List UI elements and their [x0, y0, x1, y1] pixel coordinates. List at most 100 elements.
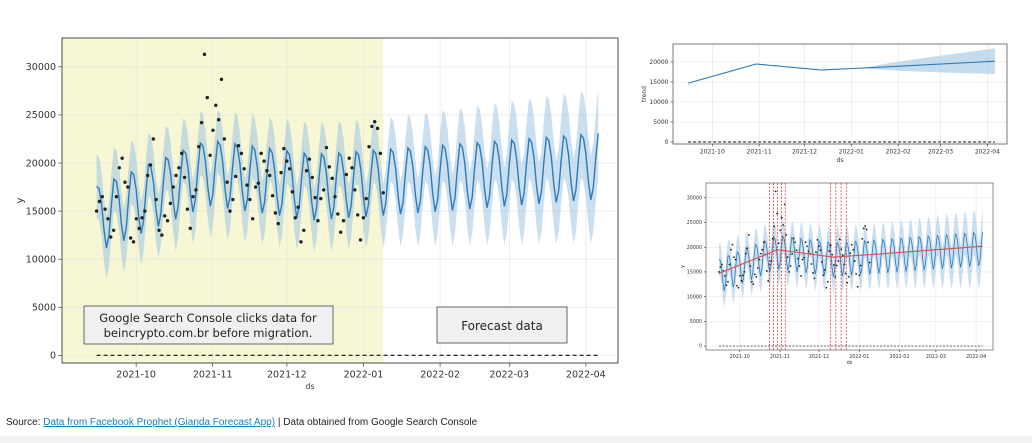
actual-point [375, 126, 380, 131]
changepoint-actual-point [725, 284, 728, 287]
actual-point [120, 156, 124, 160]
trend-x-label: ds [837, 157, 844, 164]
changepoint-actual-point [782, 224, 785, 226]
changepoint-actual-point [733, 256, 735, 259]
actual-point [347, 156, 351, 160]
actual-point [214, 103, 218, 108]
actual-point [302, 228, 306, 233]
actual-point [364, 196, 368, 201]
changepoint-actual-point [855, 273, 858, 275]
actual-point [100, 194, 104, 199]
changepoint-actual-point [823, 269, 826, 271]
annotation-forecast-text: Forecast data [461, 319, 543, 333]
x-tick-label: 2021-10 [730, 354, 750, 360]
actual-point [367, 144, 371, 149]
bottom-strip [0, 436, 1032, 443]
actual-point [106, 217, 110, 221]
changepoint-actual-point [862, 227, 865, 230]
y-tick-label: 20000 [649, 59, 668, 66]
y-tick-label: 0 [665, 139, 669, 146]
y-tick-label: 15000 [687, 270, 702, 276]
changepoint-actual-point [718, 271, 720, 273]
changepoint-actual-point [762, 241, 765, 244]
changepoint-actual-point [791, 253, 793, 256]
annotation-forecast: Forecast data [436, 306, 568, 344]
x-tick-label: 2021-10 [116, 370, 156, 381]
changepoint-actual-point [747, 233, 750, 236]
changepoint-actual-point [856, 285, 859, 288]
x-tick-label: 2021-11 [770, 354, 790, 360]
actual-point [248, 197, 252, 202]
changepoint-trend-line [718, 245, 983, 274]
actual-point [373, 119, 377, 124]
trend-y-label: trend [641, 86, 648, 102]
changepoint-actual-point [803, 256, 805, 259]
changepoint-actual-point [779, 229, 782, 232]
actual-point [145, 173, 150, 178]
trend-chart-group: 0 5000 10000 15000 20000 2021-10 2021-11 2021-1… [641, 43, 1008, 164]
actual-point [381, 191, 385, 195]
x-axis-label: ds [305, 382, 314, 391]
actual-point [336, 212, 340, 216]
y-tick-label: 30000 [26, 62, 56, 73]
changepoint-actual-point [819, 249, 822, 252]
changepoint-actual-point [822, 274, 825, 277]
changepoint-actual-point [812, 272, 814, 274]
changepoint-actual-point [865, 228, 868, 231]
actual-point [293, 216, 297, 220]
changepoint-actual-point [861, 237, 864, 240]
changepoint-actual-point [755, 275, 758, 278]
changepoint-actual-point [728, 263, 731, 266]
y-tick-label: 0 [50, 351, 56, 362]
changepoint-actual-point [868, 261, 871, 264]
actual-point [140, 216, 144, 220]
annotation-history-box [83, 305, 334, 345]
actual-point [114, 194, 119, 199]
changepoint-actual-point [831, 253, 834, 256]
actual-point [123, 180, 127, 184]
actual-point [330, 176, 334, 181]
actual-point [208, 153, 212, 158]
changepoint-actual-point [756, 267, 759, 269]
actual-point [378, 151, 383, 156]
trend-frame [672, 43, 1008, 145]
changepoint-actual-point [721, 263, 723, 266]
trend-interval [688, 48, 995, 84]
actual-point [324, 145, 329, 150]
changepoint-frame [705, 182, 994, 351]
changepoint-actual-point [813, 277, 816, 280]
changepoint-actual-point [835, 264, 838, 267]
y-tick-label: 10000 [649, 99, 668, 106]
actual-point [185, 207, 190, 211]
changepoint-actual-point [727, 280, 729, 283]
actual-point [163, 214, 167, 218]
y-axis-label: y [15, 197, 26, 203]
x-tick-label: 2022-02 [420, 370, 460, 381]
actual-point [231, 197, 235, 202]
changepoint-actual-point [804, 241, 807, 244]
actual-point [109, 235, 113, 239]
changepoint-actual-point [800, 274, 802, 277]
changepoint-actual-point [771, 237, 774, 240]
changepoint-actual-point [743, 271, 746, 273]
source-link[interactable]: Data from Facebook Prophet (Gianda Forec… [43, 417, 276, 428]
actual-point [256, 181, 261, 185]
actual-point [177, 166, 181, 170]
changepoint-actual-point [847, 275, 850, 278]
actual-point [361, 216, 366, 220]
actual-point [296, 205, 300, 209]
changepoint-actual-point [798, 265, 801, 267]
changepoint-actual-point [719, 266, 722, 268]
actual-point [188, 226, 192, 231]
actual-point [191, 194, 195, 199]
actual-point [216, 118, 221, 122]
changepoint-actual-point [828, 250, 831, 253]
annotation-history-line1: Google Search Console clicks data for [99, 311, 317, 325]
changepoint-actual-point [767, 279, 770, 282]
actual-point [299, 240, 303, 244]
actual-point [233, 174, 238, 179]
actual-point [333, 194, 337, 199]
y-tick-label: 15000 [26, 206, 56, 217]
